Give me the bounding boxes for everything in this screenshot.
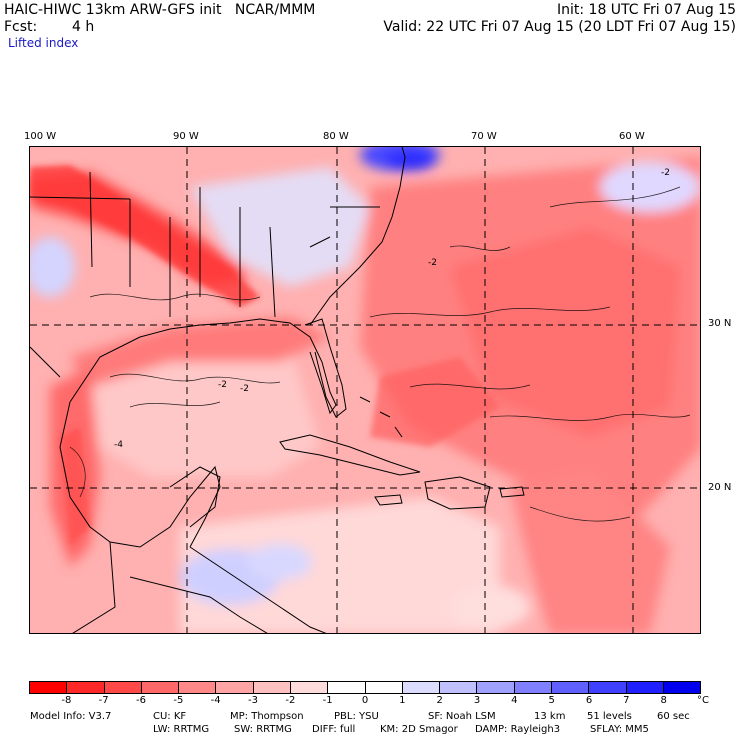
footer-longwave: LW: RRTMG	[153, 724, 210, 735]
colorbar-tick-label: 7	[623, 695, 630, 706]
colorbar-swatch	[402, 682, 441, 693]
colorbar-tick-label: -8	[61, 695, 72, 706]
colorbar-swatch	[328, 682, 366, 693]
lifted-index-map: -2 -2 -4 -2 -2	[29, 146, 701, 634]
footer-cumulus: CU: KF	[153, 711, 187, 722]
footer-surface: SF: Noah LSM	[428, 711, 496, 722]
valid-time: Valid: 22 UTC Fri 07 Aug 15 (20 LDT Fri …	[383, 19, 736, 35]
colorbar-swatch	[216, 682, 254, 693]
footer-shortwave: SW: RRTMG	[234, 724, 292, 735]
colorbar-tick-label: -7	[98, 695, 109, 706]
colorbar-swatch	[104, 682, 142, 693]
contour-label: -2	[218, 380, 227, 390]
footer-resolution: 13 km	[534, 711, 566, 722]
map-title: HAIC-HIWC 13km ARW-GFS init NCAR/MMM	[4, 2, 316, 18]
colorbar-swatch	[440, 682, 478, 693]
init-time: Init: 18 UTC Fri 07 Aug 15	[556, 2, 736, 18]
colorbar-tick-label: -3	[248, 695, 258, 706]
contour-label: -2	[661, 168, 670, 178]
colorbar-swatch	[514, 682, 552, 693]
colorbar-swatch	[290, 682, 329, 693]
lon-label-100w: 100 W	[24, 131, 57, 142]
colorbar-swatch	[141, 682, 180, 693]
colorbar-swatch	[589, 682, 627, 693]
lon-label-80w: 80 W	[323, 131, 349, 142]
colorbar-tick-label: 3	[473, 695, 481, 706]
lat-label-30n: 30 N	[708, 318, 732, 329]
colorbar-tick-label: 2	[436, 695, 443, 706]
forecast-label: Fcst:	[4, 19, 38, 35]
colorbar	[29, 681, 701, 694]
footer-pbl: PBL: YSU	[334, 711, 379, 722]
field-name: Lifted index	[8, 36, 79, 50]
lon-label-90w: 90 W	[173, 131, 199, 142]
colorbar-tick-label: -6	[136, 695, 146, 706]
contour-label: -4	[114, 440, 123, 450]
colorbar-swatch	[663, 682, 701, 693]
lon-label-70w: 70 W	[471, 131, 497, 142]
graticule	[30, 147, 700, 633]
colorbar-swatch	[551, 682, 590, 693]
lifted-index-contours	[69, 186, 691, 522]
forecast-hour: 4 h	[72, 19, 95, 35]
colorbar-swatch	[30, 682, 68, 693]
footer-km: KM: 2D Smagor	[380, 724, 458, 735]
colorbar-tick-label: 6	[585, 695, 593, 706]
colorbar-tick-label: -1	[322, 695, 333, 706]
contour-label: -2	[428, 258, 437, 268]
lon-label-60w: 60 W	[619, 131, 645, 142]
footer-microphysics: MP: Thompson	[230, 711, 304, 722]
colorbar-tick-label: -4	[210, 695, 221, 706]
lat-label-20n: 20 N	[708, 482, 732, 493]
footer-diffusion: DIFF: full	[312, 724, 356, 735]
colorbar-tick-label: 0	[361, 695, 369, 706]
footer-model-info: Model Info: V3.7	[30, 711, 112, 722]
colorbar-swatch	[626, 682, 664, 693]
contour-label: -2	[240, 384, 249, 394]
colorbar-tick-label: 5	[548, 695, 555, 706]
colorbar-swatch	[477, 682, 515, 693]
footer-damping: DAMP: Rayleigh3	[475, 724, 561, 735]
footer-surface-layer: SFLAY: MM5	[590, 724, 649, 735]
colorbar-tick-label: -2	[285, 695, 296, 706]
footer-levels: 51 levels	[587, 711, 632, 722]
colorbar-swatch	[67, 682, 105, 693]
colorbar-swatch	[253, 682, 291, 693]
colorbar-swatch	[179, 682, 217, 693]
colorbar-tick-label: 1	[399, 695, 406, 706]
colorbar-tick-label: -5	[173, 695, 184, 706]
colorbar-unit: °C	[697, 695, 709, 706]
colorbar-swatch	[365, 682, 403, 693]
colorbar-tick-label: 8	[660, 695, 667, 706]
colorbar-tick-label: 4	[511, 695, 518, 706]
map-canvas: -2 -2 -4 -2 -2	[30, 147, 700, 633]
coastlines	[30, 147, 525, 633]
footer-timestep: 60 sec	[657, 711, 690, 722]
